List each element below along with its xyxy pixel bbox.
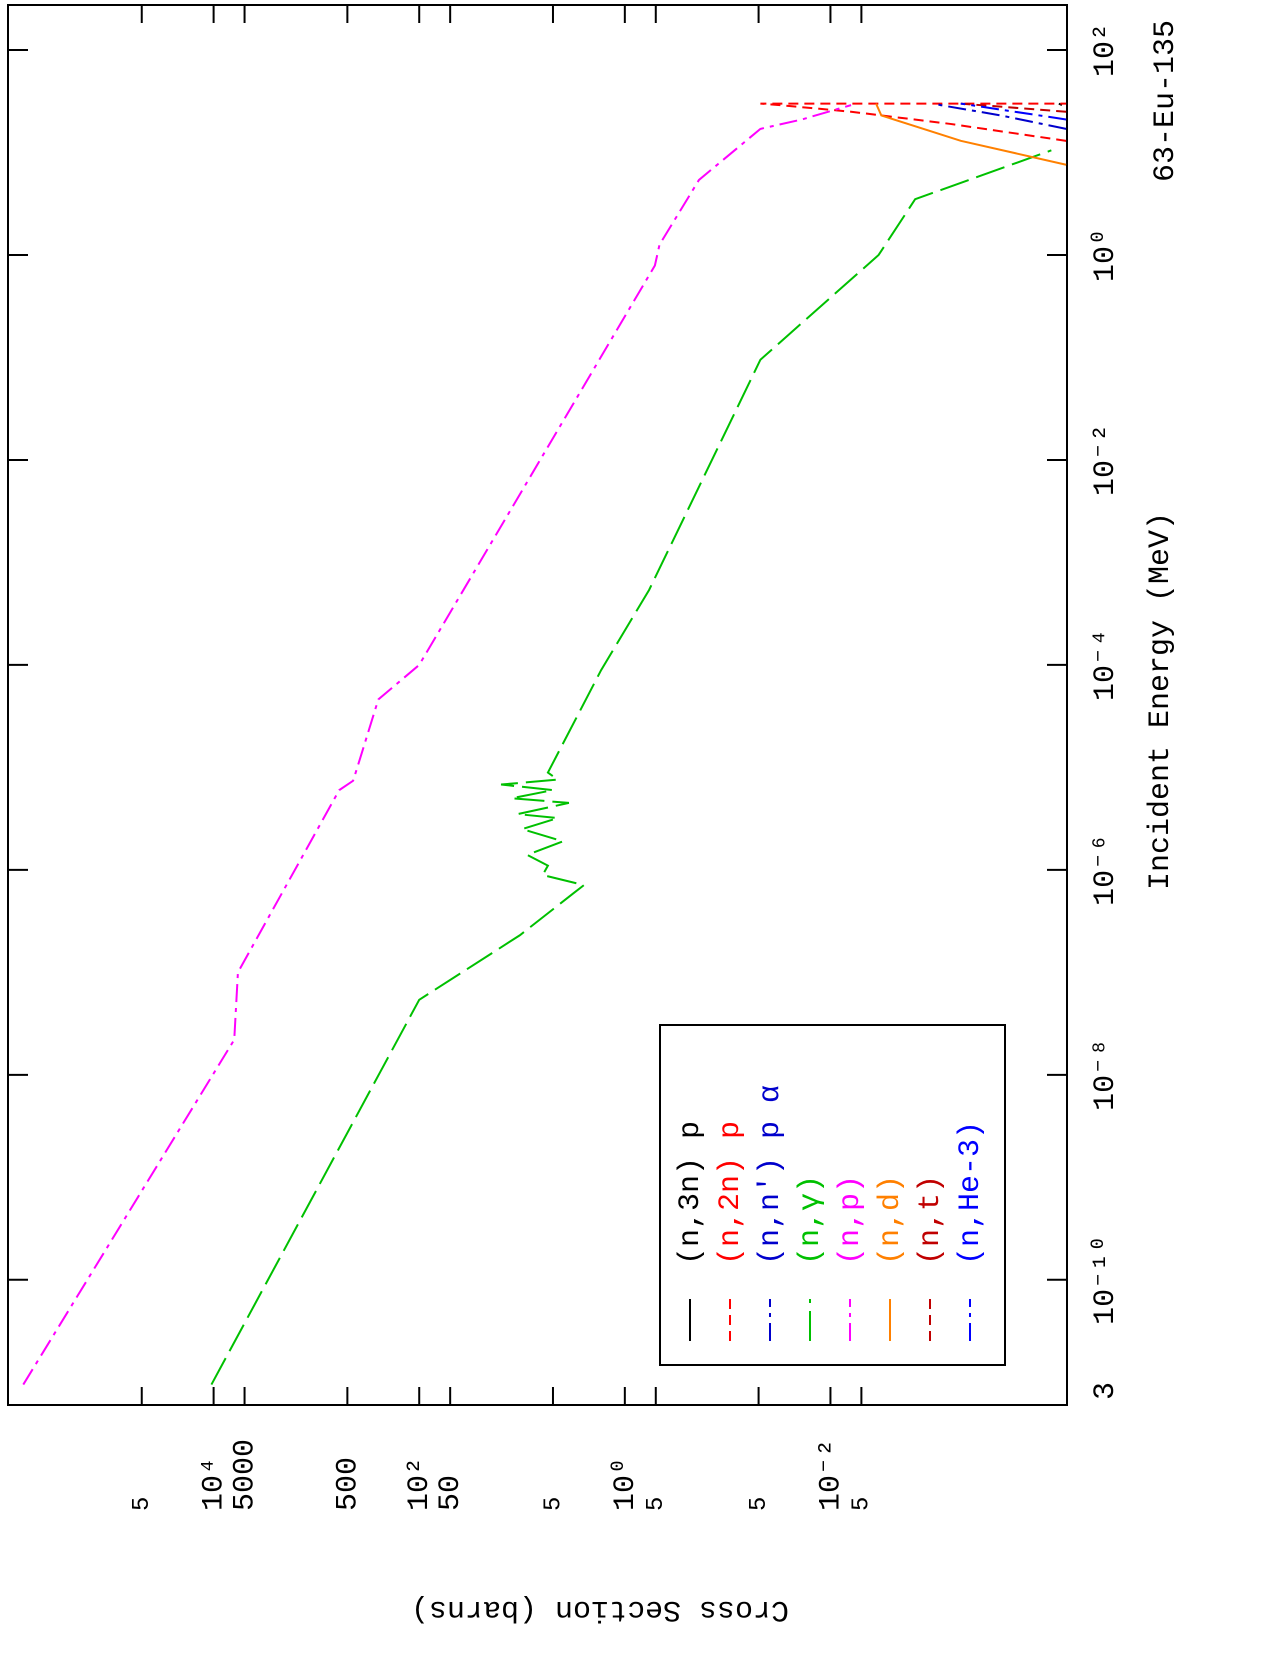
y-tick-label: 5	[746, 1497, 773, 1511]
x-axis-title: Incident Energy (MeV)	[1144, 512, 1178, 890]
plot-group: Incident Energy (MeV) Cross Section (bar…	[7, 4, 1183, 1626]
x-tick-label: 10⁻²	[1089, 424, 1123, 496]
y-tick-label: 500	[331, 1457, 365, 1511]
legend-box	[659, 1024, 1006, 1366]
y-tick-label: 5	[540, 1497, 567, 1511]
x-tick-label: 10⁰	[1089, 228, 1123, 282]
series-line	[875, 103, 1067, 166]
y-tick-label: 10⁰	[609, 1457, 643, 1511]
series-line	[960, 102, 1067, 121]
series-line	[760, 102, 1067, 142]
x-tick-label: 10⁻⁶	[1089, 834, 1123, 906]
legend-label: (n,γ)	[794, 1175, 828, 1265]
x-start-label: 3	[1089, 1382, 1123, 1400]
x-tick-label: 10⁻⁸	[1089, 1039, 1123, 1111]
annotation: 63-Eu-135	[1149, 20, 1183, 182]
y-tick-label: 10⁻²	[814, 1439, 848, 1511]
x-tick-label: 10⁻⁴	[1089, 629, 1123, 701]
y-tick-label: 5	[849, 1497, 876, 1511]
legend-label: (n,He-3)	[954, 1121, 988, 1265]
x-tick-label: 10⁻¹⁰	[1089, 1235, 1123, 1325]
y-tick-label: 5	[643, 1497, 670, 1511]
legend-label: (n,d)	[874, 1175, 908, 1265]
y-tick-label: 5000	[228, 1439, 262, 1511]
y-tick-label: 50	[434, 1475, 468, 1511]
series-line	[960, 102, 1067, 113]
legend-label: (n,n') p α	[754, 1085, 788, 1265]
y-tick-label: 10⁴	[198, 1457, 232, 1511]
x-tick-label: 10²	[1089, 23, 1123, 77]
series-line	[22, 104, 852, 1386]
y-tick-label: 5	[129, 1497, 156, 1511]
plot-frame	[7, 4, 1068, 1406]
legend-label: (n,3n) p	[674, 1121, 708, 1265]
y-tick-label: 10²	[403, 1457, 437, 1511]
series-line	[210, 149, 1052, 1386]
legend-label: (n,2n) p	[714, 1121, 748, 1265]
legend-label: (n,t)	[914, 1175, 948, 1265]
y-axis-title: Cross Section (barns)	[411, 1592, 789, 1626]
legend-label: (n,p)	[834, 1175, 868, 1265]
